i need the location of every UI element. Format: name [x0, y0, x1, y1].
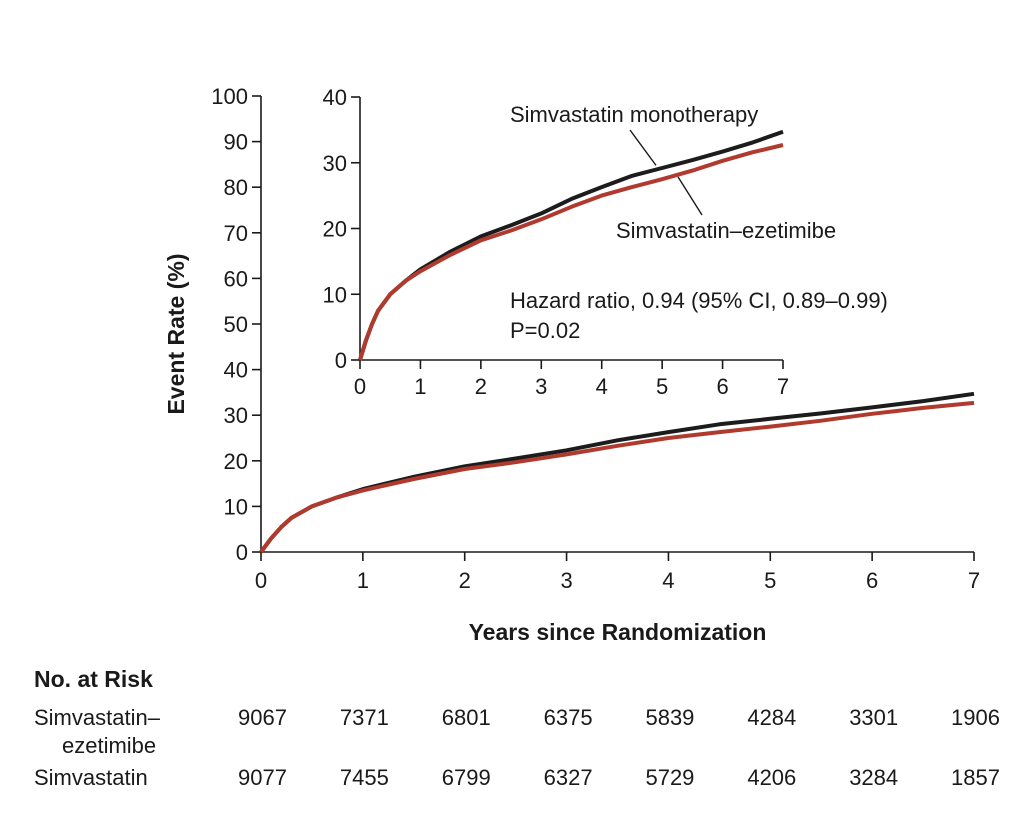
inset-x-tick-label: 4 [596, 374, 608, 399]
inset-y-tick-label: 20 [323, 217, 347, 242]
y-tick-label: 10 [224, 494, 248, 519]
series-label-simvastatin-monotherapy: Simvastatin monotherapy [510, 102, 758, 127]
y-tick-label: 80 [224, 175, 248, 200]
y-tick-label: 60 [224, 266, 248, 291]
inset-x-tick-label: 6 [716, 374, 728, 399]
x-axis-title: Years since Randomization [469, 619, 767, 645]
x-tick-label: 3 [560, 568, 572, 593]
inset-series-ezetimibe-line [358, 143, 784, 361]
series-label-simvastatin-ezetimibe: Simvastatin–ezetimibe [616, 218, 836, 243]
inset-y-tick-label: 40 [323, 85, 347, 110]
inset-x-tick-label: 5 [656, 374, 668, 399]
x-tick-label: 0 [255, 568, 267, 593]
main-series-ezetimibe-line [259, 400, 975, 554]
y-tick-label: 100 [211, 84, 248, 109]
x-tick-label: 7 [968, 568, 980, 593]
hazard-ratio-text: Hazard ratio, 0.94 (95% CI, 0.89–0.99) [510, 288, 888, 313]
y-tick-label: 20 [224, 449, 248, 474]
inset-x-tick-label: 1 [414, 374, 426, 399]
main-series-simvastatin-line [259, 391, 975, 554]
x-tick-label: 1 [357, 568, 369, 593]
leader-line-simvastatin [629, 129, 657, 166]
y-tick-label: 70 [224, 221, 248, 246]
inset-x-tick-label: 7 [777, 374, 789, 399]
leader-line-ezetimibe [677, 176, 703, 216]
p-value-text: P=0.02 [510, 318, 580, 343]
y-tick-label: 50 [224, 312, 248, 337]
inset-plot: 0 10 20 30 40 0 1 2 3 4 5 6 7 Simvastatin monotherapy… [323, 85, 888, 399]
x-tick-label: 4 [662, 568, 674, 593]
inset-y-tick-label: 10 [323, 282, 347, 307]
x-tick-label: 6 [866, 568, 878, 593]
inset-y-tick-label: 30 [323, 151, 347, 176]
y-axis-title: Event Rate (%) [163, 253, 189, 414]
inset-x-tick-label: 0 [354, 374, 366, 399]
y-tick-label: 30 [224, 403, 248, 428]
x-tick-label: 5 [764, 568, 776, 593]
y-tick-label: 90 [224, 130, 248, 155]
y-tick-label: 0 [236, 540, 248, 565]
x-tick-label: 2 [459, 568, 471, 593]
inset-x-tick-label: 3 [535, 374, 547, 399]
y-tick-label: 40 [224, 358, 248, 383]
inset-y-tick-label: 0 [335, 348, 347, 373]
inset-x-tick-label: 2 [475, 374, 487, 399]
